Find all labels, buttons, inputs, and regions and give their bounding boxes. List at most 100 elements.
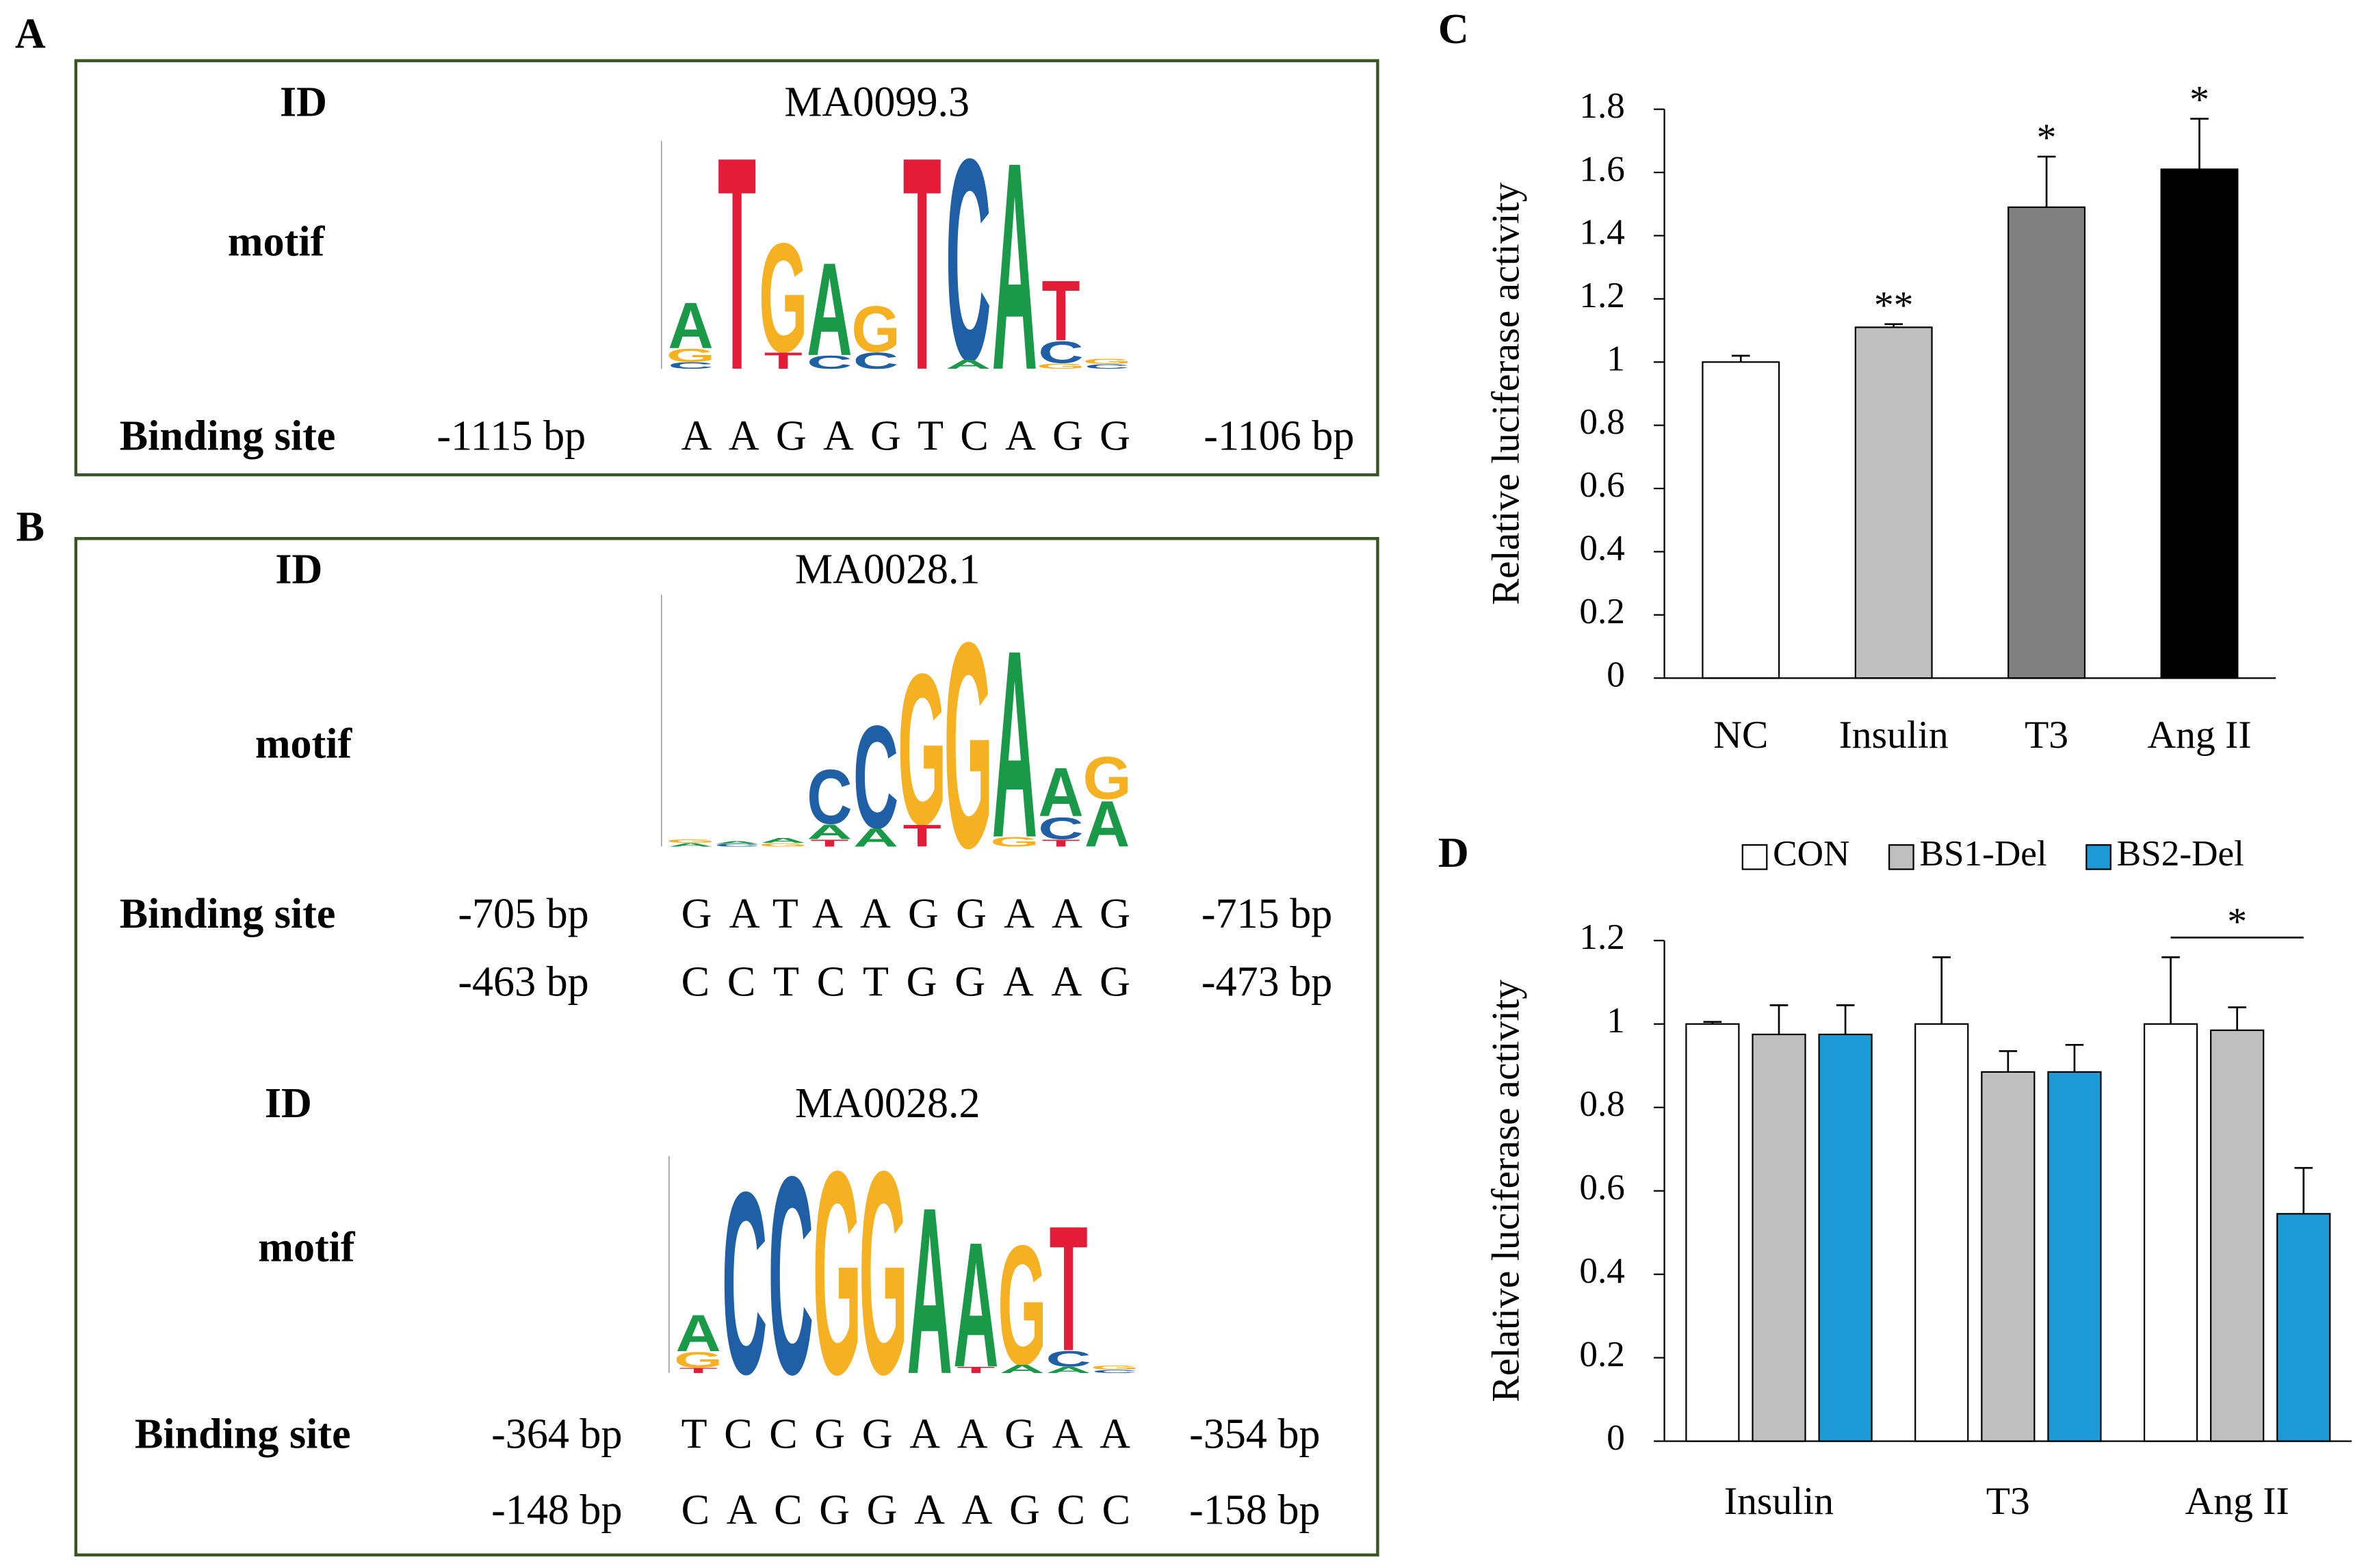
x-tick-label: T3 <box>2025 714 2068 757</box>
logo-letter: C <box>1084 363 1130 370</box>
logo-letter: A <box>1038 755 1083 831</box>
logo-letter: T <box>679 1366 718 1374</box>
panel-label: C <box>1438 6 1469 53</box>
logo-letter: G <box>1083 744 1132 812</box>
logo-letter: A <box>853 823 898 852</box>
logo-letter: G <box>998 1210 1046 1400</box>
y-axis-label: Relative luciferase activity <box>1485 980 1528 1402</box>
logo-letter: C <box>768 1118 814 1433</box>
y-tick-label: 0 <box>1607 1417 1625 1458</box>
y-tick-label: 1.4 <box>1579 212 1625 252</box>
panel-a-frame <box>74 59 1379 477</box>
y-tick-label: 0.4 <box>1579 1251 1625 1291</box>
y-tick-label: 1.2 <box>1579 275 1625 315</box>
binding-label: Binding site <box>120 413 336 459</box>
id-label: ID <box>265 1080 312 1127</box>
site-start: -148 bp <box>491 1487 622 1533</box>
logo-letter: C <box>853 695 898 859</box>
logo-letter: C <box>722 1138 767 1428</box>
panel-label: D <box>1438 830 1469 876</box>
logo-letter: G <box>1091 1364 1139 1371</box>
significance-mark: * <box>2189 79 2209 122</box>
bar <box>1854 326 1933 679</box>
bar <box>1981 1071 2036 1442</box>
y-tick-label: 1 <box>1607 338 1625 378</box>
bar <box>2047 1071 2102 1442</box>
logo-letter: C <box>668 361 713 371</box>
logo-letter: C <box>1038 811 1083 846</box>
logo-letter: A <box>807 820 852 844</box>
logo-letter: C <box>1038 335 1083 370</box>
legend-label: BS2-Del <box>2117 833 2244 874</box>
site-sequence: CACGGAAGCC <box>681 1487 1130 1533</box>
site-sequence: GATAAGGAAG <box>681 891 1130 937</box>
bar <box>1752 1033 1806 1442</box>
id-label: ID <box>275 546 322 592</box>
bar <box>1685 1023 1740 1442</box>
logo-letter: A <box>1084 787 1130 861</box>
site-start: -1115 bp <box>437 413 586 459</box>
logo-letter: T <box>1042 837 1080 849</box>
legend-swatch <box>1741 844 1768 870</box>
id-label: ID <box>280 79 327 125</box>
bar <box>1914 1023 1969 1442</box>
logo-letter: C <box>714 844 759 848</box>
motif-label: motif <box>258 1225 356 1271</box>
bar <box>2210 1029 2265 1442</box>
logo-letter: G <box>813 1111 861 1435</box>
x-tick-label: T3 <box>1986 1480 2030 1523</box>
logo-letter: A <box>992 595 1037 893</box>
logo-letter: G <box>851 292 900 365</box>
logo-letter: G <box>666 838 715 844</box>
logo-letter: G <box>666 345 715 366</box>
y-tick-label: 1.2 <box>1579 917 1625 957</box>
panel-label: B <box>16 504 44 550</box>
logo-letter: C <box>1092 1369 1137 1374</box>
logo-letter: T <box>718 94 756 433</box>
logo-letter: T <box>810 837 848 849</box>
logo-letter: A <box>907 1158 952 1423</box>
motif-id: MA0028.2 <box>795 1080 980 1127</box>
logo-letter: G <box>759 842 807 848</box>
site-start: -705 bp <box>458 891 588 937</box>
logo-letter: T <box>903 94 941 433</box>
binding-label: Binding site <box>120 891 336 937</box>
y-axis-label: Relative luciferase activity <box>1485 182 1528 605</box>
logo-letter: G <box>1037 362 1085 371</box>
logo-letter: C <box>807 352 852 373</box>
y-tick-label: 0.2 <box>1579 1334 1625 1374</box>
bar <box>2276 1213 2331 1442</box>
logo-letter: A <box>668 842 713 848</box>
logo-letter: T <box>957 1365 995 1375</box>
x-tick-label: Insulin <box>1724 1480 1834 1523</box>
x-tick-label: NC <box>1713 714 1768 757</box>
y-tick-label: 0.8 <box>1579 402 1625 442</box>
logo-letter: A <box>992 102 1037 432</box>
motif-label: motif <box>228 218 326 265</box>
logo-letter: C <box>807 754 852 840</box>
logo-letter: G <box>759 211 807 384</box>
legend-label: CON <box>1773 833 1849 874</box>
x-tick-label: Insulin <box>1839 714 1949 757</box>
logo-letter: A <box>953 1206 998 1405</box>
bar <box>2160 168 2239 679</box>
logo-letter: T <box>764 348 803 374</box>
logo-letter: T <box>1050 1190 1088 1389</box>
logo-letter: A <box>761 837 806 844</box>
binding-label: Binding site <box>135 1411 351 1457</box>
logo-letter: G <box>674 1348 723 1372</box>
bar <box>1818 1033 1873 1442</box>
logo-letter: A <box>714 841 759 845</box>
motif-id: MA0099.3 <box>784 79 970 125</box>
y-tick-label: 1.8 <box>1579 86 1625 126</box>
bar <box>1702 361 1780 679</box>
logo-letter: A <box>1046 1365 1091 1375</box>
logo-letter: A <box>946 358 991 371</box>
logo-letter: A <box>807 236 852 384</box>
significance-mark: ** <box>1874 284 1914 327</box>
logo-letter: A <box>668 289 713 362</box>
logo-letter: A <box>1000 1362 1045 1375</box>
y-tick-label: 0.2 <box>1579 591 1625 631</box>
